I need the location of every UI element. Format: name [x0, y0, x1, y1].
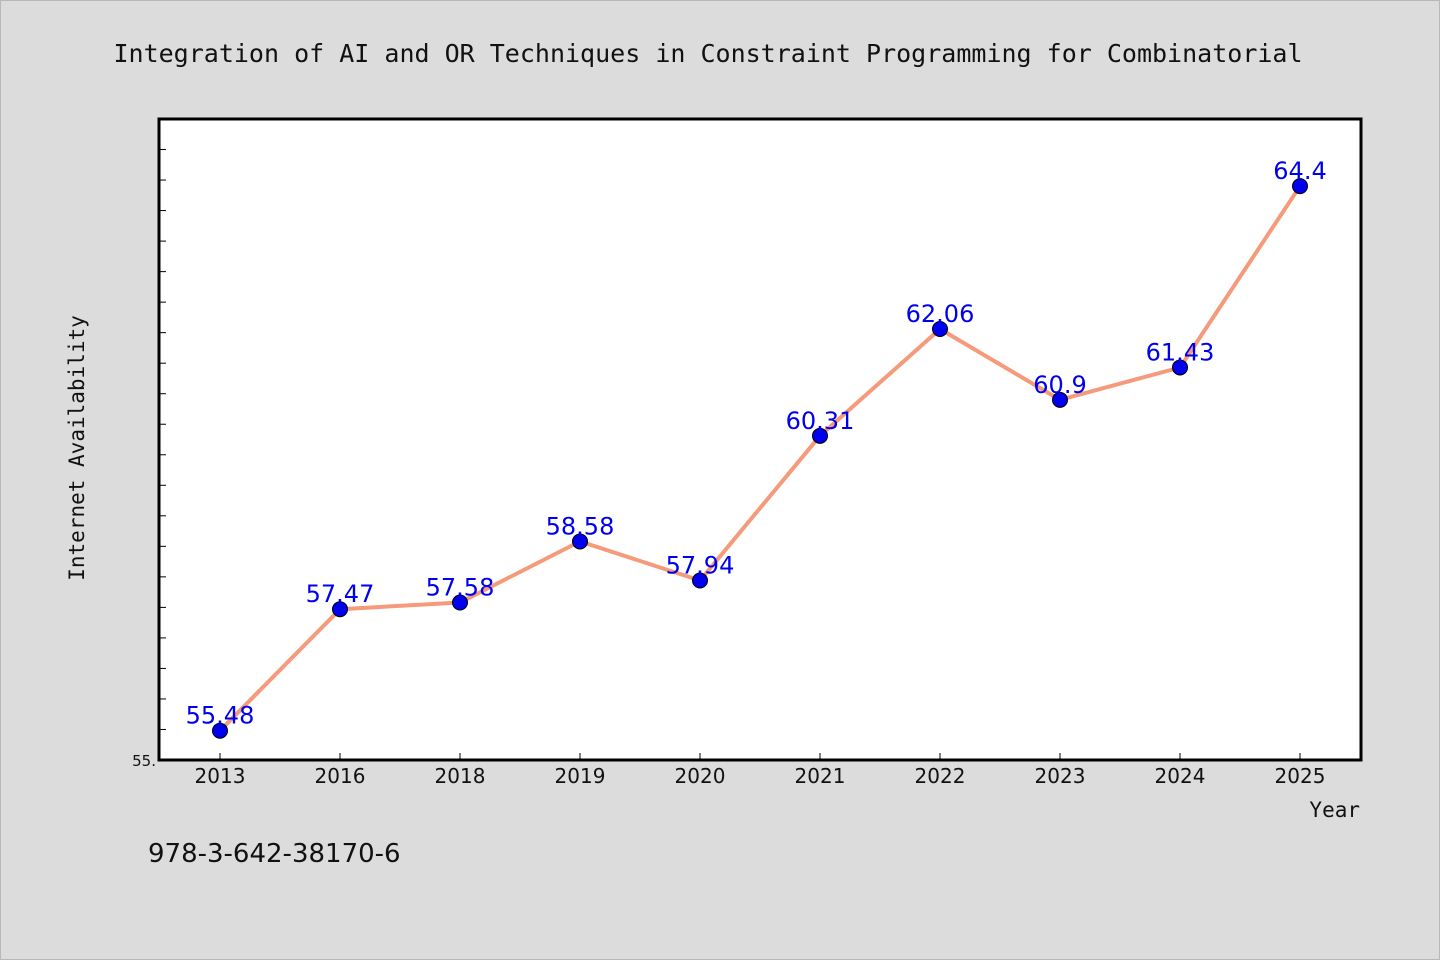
x-axis-label: Year — [1309, 798, 1360, 822]
data-labels: 55.48 57.47 57.58 58.58 57.94 60.31 62.06 60.9 6… — [186, 157, 1327, 730]
x-tick-label: 2025 — [1275, 764, 1326, 788]
x-tick-label: 2016 — [315, 764, 366, 788]
data-label: 62.06 — [906, 300, 975, 328]
data-point — [1052, 391, 1068, 408]
data-point — [932, 321, 948, 338]
data-label: 57.58 — [426, 573, 495, 601]
data-point — [1292, 178, 1308, 195]
data-label: 61.43 — [1146, 338, 1215, 366]
series-line — [218, 184, 1302, 733]
data-point — [572, 533, 588, 550]
data-label: 57.47 — [306, 580, 375, 608]
x-tick-label: 2019 — [555, 764, 606, 788]
data-point — [332, 601, 348, 618]
plot-area — [159, 119, 1361, 760]
y-tick-label: 55. — [132, 752, 156, 770]
x-tick-label: 2021 — [795, 764, 846, 788]
x-tick-label: 2023 — [1035, 764, 1086, 788]
x-tick-label: 2024 — [1155, 764, 1206, 788]
plot-border — [157, 117, 1363, 762]
data-label: 57.94 — [666, 552, 735, 580]
data-markers — [212, 178, 1308, 739]
x-tick-label: 2013 — [195, 764, 246, 788]
data-point — [212, 722, 228, 739]
isbn-label: 978-3-642-38170-6 — [148, 839, 401, 869]
x-tick-label: 2020 — [675, 764, 726, 788]
x-tick-label: 2022 — [915, 764, 966, 788]
data-label: 60.9 — [1033, 371, 1086, 399]
data-label: 64.4 — [1273, 157, 1326, 185]
y-axis-label: Internet Availability — [65, 315, 89, 581]
data-label: 55.48 — [186, 702, 255, 730]
data-point — [452, 594, 468, 611]
data-point — [692, 572, 708, 589]
x-axis-tick-labels: 2013 2016 2018 2019 2020 2021 2022 2023 2024 2025 — [195, 764, 1326, 788]
data-label: 58.58 — [546, 512, 615, 540]
data-point — [812, 427, 828, 444]
chart-title: Integration of AI and OR Techniques in C… — [113, 39, 1302, 68]
data-label: 60.31 — [786, 407, 855, 435]
x-tick-label: 2018 — [435, 764, 486, 788]
data-point — [1172, 359, 1188, 376]
